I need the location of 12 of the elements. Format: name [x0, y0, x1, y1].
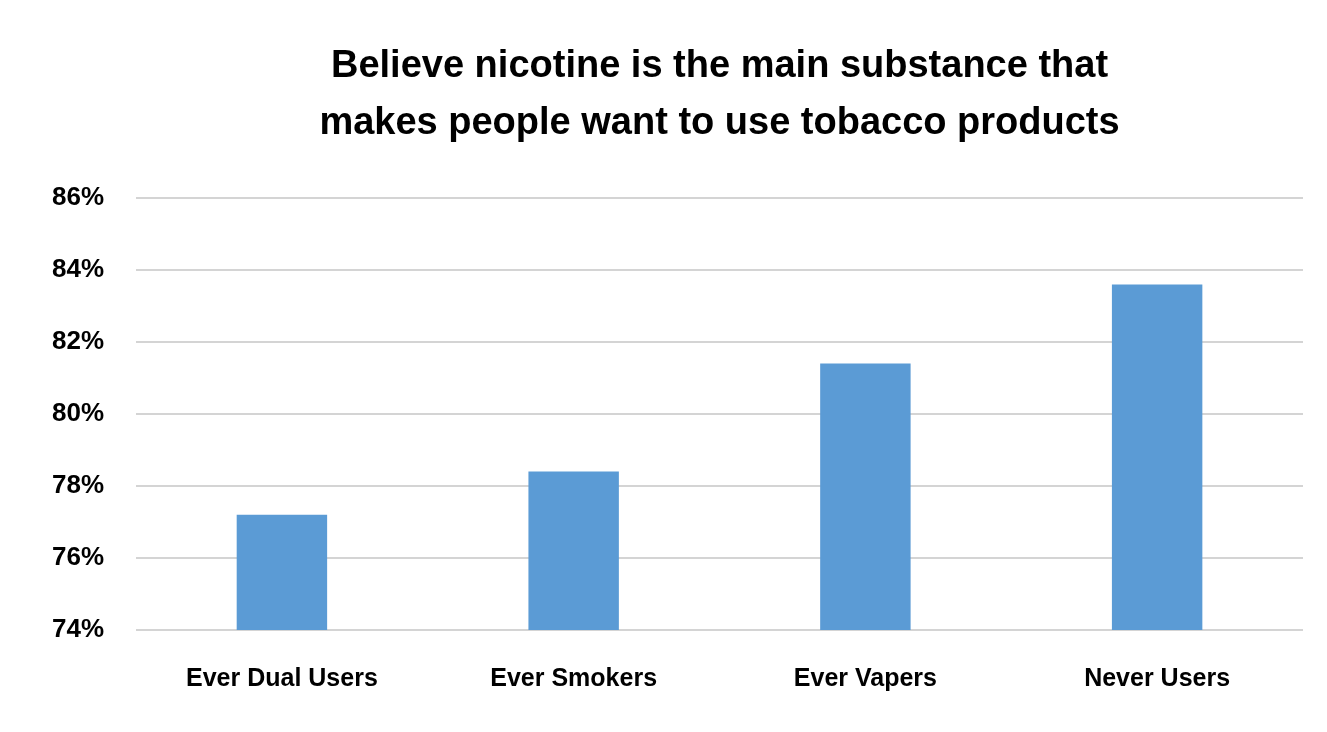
- y-tick-label: 86%: [51, 181, 105, 212]
- x-tick-label: Ever Smokers: [490, 662, 658, 691]
- y-tick-label: 80%: [51, 397, 105, 428]
- y-tick-label: 76%: [51, 541, 105, 572]
- y-tick-label: 84%: [51, 253, 105, 284]
- x-tick-label: Never Users: [1084, 662, 1231, 691]
- y-tick-label: 74%: [51, 613, 105, 644]
- y-tick-label: 82%: [51, 325, 105, 356]
- x-tick-label: Ever Dual Users: [186, 662, 378, 691]
- y-tick-label: 78%: [51, 469, 105, 500]
- x-tick-label: Ever Vapers: [793, 662, 937, 691]
- chart-title: Believe nicotine is the main substance that makes people want to use tobacco products: [319, 42, 1120, 142]
